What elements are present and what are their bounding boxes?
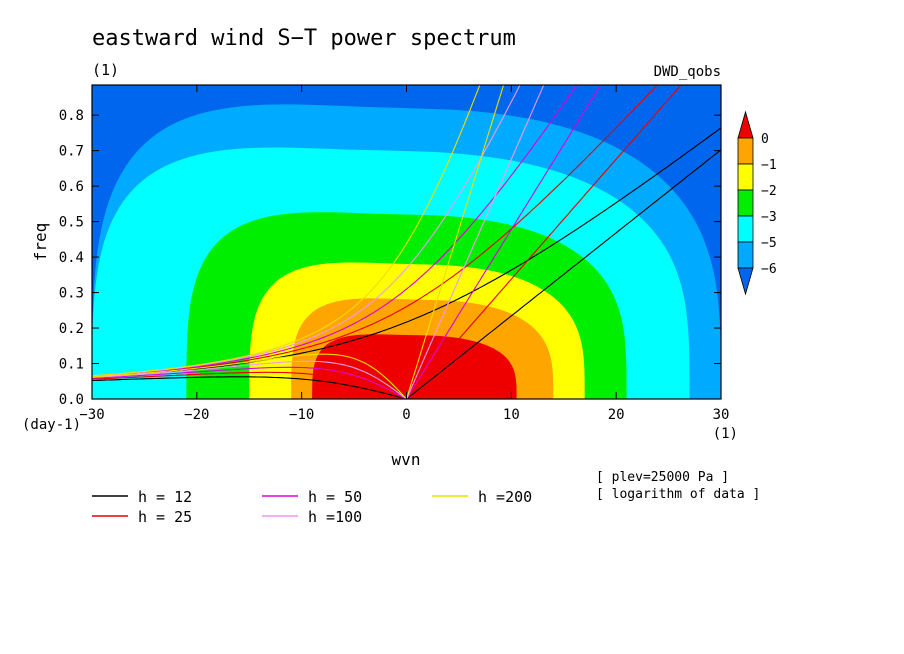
contour-band-0	[312, 334, 517, 399]
y-tick-label: 0.8	[59, 108, 84, 124]
colorbar: 0 −1 −2 −3 −5 −6	[737, 110, 777, 296]
kelvin-curve-h12	[406, 149, 721, 399]
note-plev: [ plev=25000 Pa ]	[596, 470, 729, 485]
x-axis-label: wvn	[392, 450, 421, 469]
legend-label: h = 50	[308, 488, 362, 506]
note-logarithm: [ logarithm of data ]	[596, 487, 760, 502]
colorbar-min-arrow	[737, 267, 754, 296]
legend-label: h = 25	[138, 508, 192, 526]
x-tick-label: 20	[608, 407, 625, 423]
legend-label: h = 12	[138, 488, 192, 506]
colorbar-max-arrow	[737, 110, 754, 139]
colorbar-segment	[737, 241, 754, 269]
y-tick-label: 0.6	[59, 179, 84, 195]
x-tick-label: 30	[713, 407, 730, 423]
colorbar-segment	[737, 163, 754, 191]
y-tick-label: 0.5	[59, 215, 84, 231]
x-tick-label: 0	[402, 407, 410, 423]
plot-area	[92, 85, 721, 399]
legend-label: h =200	[478, 488, 532, 506]
y-axis-label: freq	[31, 223, 50, 262]
kelvin-curve-h50	[406, 85, 602, 399]
y-axis: 0.0 0.1 0.2 0.3 0.4 0.5 0.6 0.7 0.8	[59, 108, 721, 408]
colorbar-label: −6	[761, 262, 777, 277]
rossby-curve-h50	[92, 366, 407, 399]
y-tick-label: 0.7	[59, 144, 84, 160]
x-tick-label: −20	[184, 407, 209, 423]
y-unit-label: (day-1)	[22, 417, 81, 433]
y-tick-label: 0.3	[59, 286, 84, 302]
x-unit-label: (1)	[713, 426, 738, 442]
y-tick-label: 0.1	[59, 357, 84, 373]
rossby-curve-h100	[92, 360, 407, 399]
colorbar-segment	[737, 215, 754, 243]
rossby-curve-h200	[92, 353, 407, 399]
kelvin-curve-h25	[406, 85, 682, 399]
y-tick-label: 0.0	[59, 392, 84, 408]
chart-title: eastward wind S−T power spectrum	[92, 26, 516, 51]
x-tick-label: −10	[289, 407, 314, 423]
colorbar-segment	[737, 189, 754, 217]
rossby-curve-h25	[92, 371, 407, 399]
mrg-curve-h25	[92, 85, 658, 378]
colorbar-label: −5	[761, 236, 777, 251]
mrg-curve-h200	[92, 85, 481, 377]
chart-subtitle: (1)	[92, 61, 119, 79]
mrg-curve-h100	[92, 85, 521, 377]
colorbar-segment	[737, 137, 754, 165]
y-tick-label: 0.2	[59, 321, 84, 337]
colorbar-label: −3	[761, 210, 777, 225]
y-tick-label: 0.4	[59, 250, 84, 266]
legend-label: h =100	[308, 508, 362, 526]
dataset-label: DWD_qobs	[654, 64, 721, 80]
x-axis: −30 −20 −10 0 10 20 30	[79, 85, 729, 423]
kelvin-curve-h100	[405, 85, 545, 399]
x-tick-label: −30	[79, 407, 104, 423]
legend: h = 12 h = 25 h = 50 h =100 h =200	[92, 488, 532, 526]
colorbar-label: −1	[761, 158, 777, 173]
x-tick-label: 10	[503, 407, 520, 423]
mrg-curve-h12	[92, 127, 721, 378]
rossby-curve-h12	[92, 376, 407, 399]
colorbar-label: −2	[761, 184, 777, 199]
colorbar-label: 0	[761, 132, 769, 147]
kelvin-curve-h200	[405, 85, 505, 399]
mrg-curve-h50	[92, 85, 578, 377]
